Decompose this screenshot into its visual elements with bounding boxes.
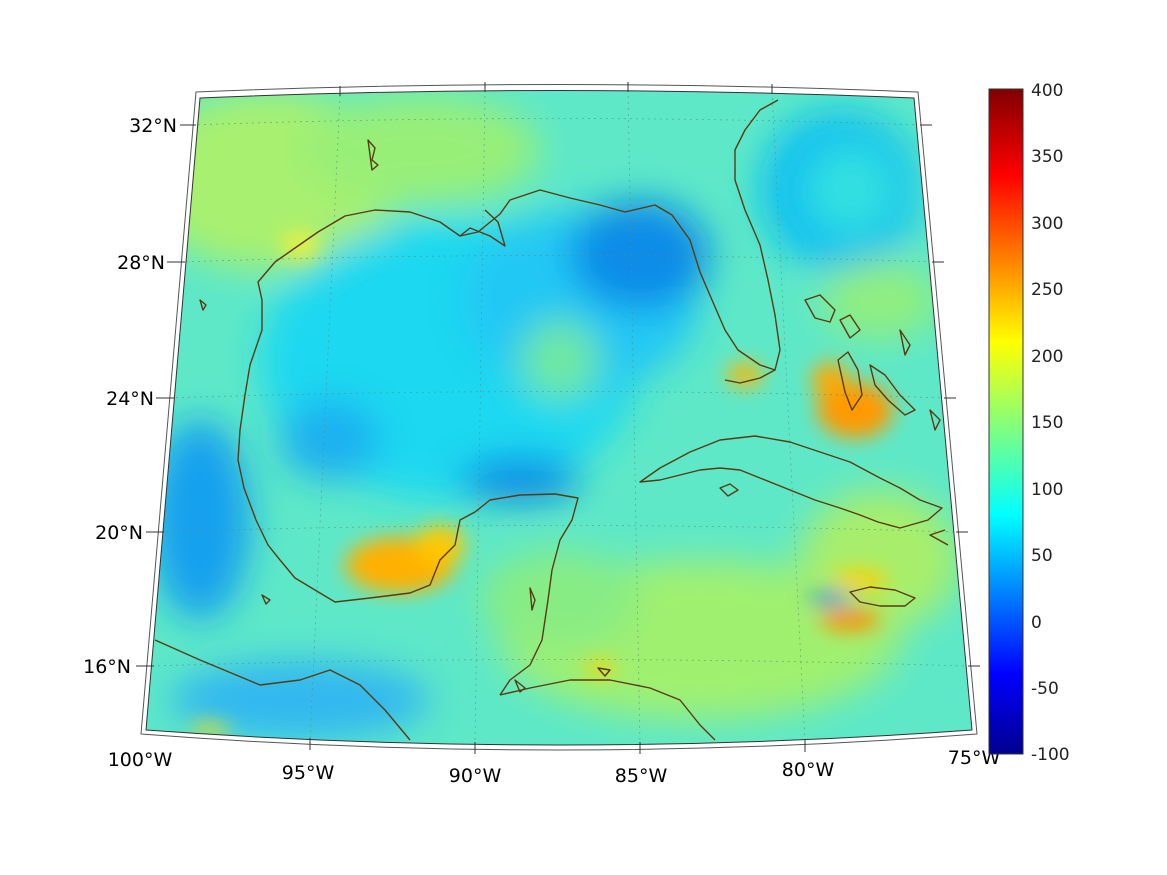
lon-label-90w: 90°W [449,765,502,787]
map-frame [136,82,980,754]
data-field [146,90,972,745]
lat-label-28n: 28°N [117,252,165,274]
coastlines [154,99,949,741]
lat-label-24n: 24°N [106,388,154,410]
colorbar-label-400: 400 [1031,81,1063,101]
lon-label-100w: 100°W [108,749,173,771]
colorbar-label-300: 300 [1031,214,1063,234]
colorbar-label-250: 250 [1031,280,1063,300]
colorbar-label-150: 150 [1031,413,1063,433]
lat-label-16n: 16°N [83,656,131,678]
colorbar-label-200: 200 [1031,347,1063,367]
lat-label-32n: 32°N [129,115,177,137]
colorbar-label-350: 350 [1031,147,1063,167]
colorbar-gradient [988,88,1024,755]
colorbar-label-50: 50 [1031,546,1053,566]
colorbar: 400 350 300 250 200 150 100 50 0 -50 -10… [988,81,1070,765]
colorbar-label-0: 0 [1031,613,1042,633]
lon-label-95w: 95°W [282,762,335,784]
latitude-labels: 32°N 28°N 24°N 20°N 16°N [83,115,177,678]
lat-label-20n: 20°N [95,522,143,544]
colorbar-label-neg100: -100 [1031,745,1070,765]
lon-label-85w: 85°W [615,765,668,787]
lon-label-75w: 75°W [948,747,1001,769]
colorbar-label-100: 100 [1031,480,1063,500]
graticule [151,90,966,745]
colorbar-label-neg50: -50 [1031,679,1059,699]
longitude-labels: 100°W 95°W 90°W 85°W 80°W 75°W [108,747,1001,787]
colorbar-ticks: 400 350 300 250 200 150 100 50 0 -50 -10… [1031,81,1070,765]
lon-label-80w: 80°W [782,759,835,781]
